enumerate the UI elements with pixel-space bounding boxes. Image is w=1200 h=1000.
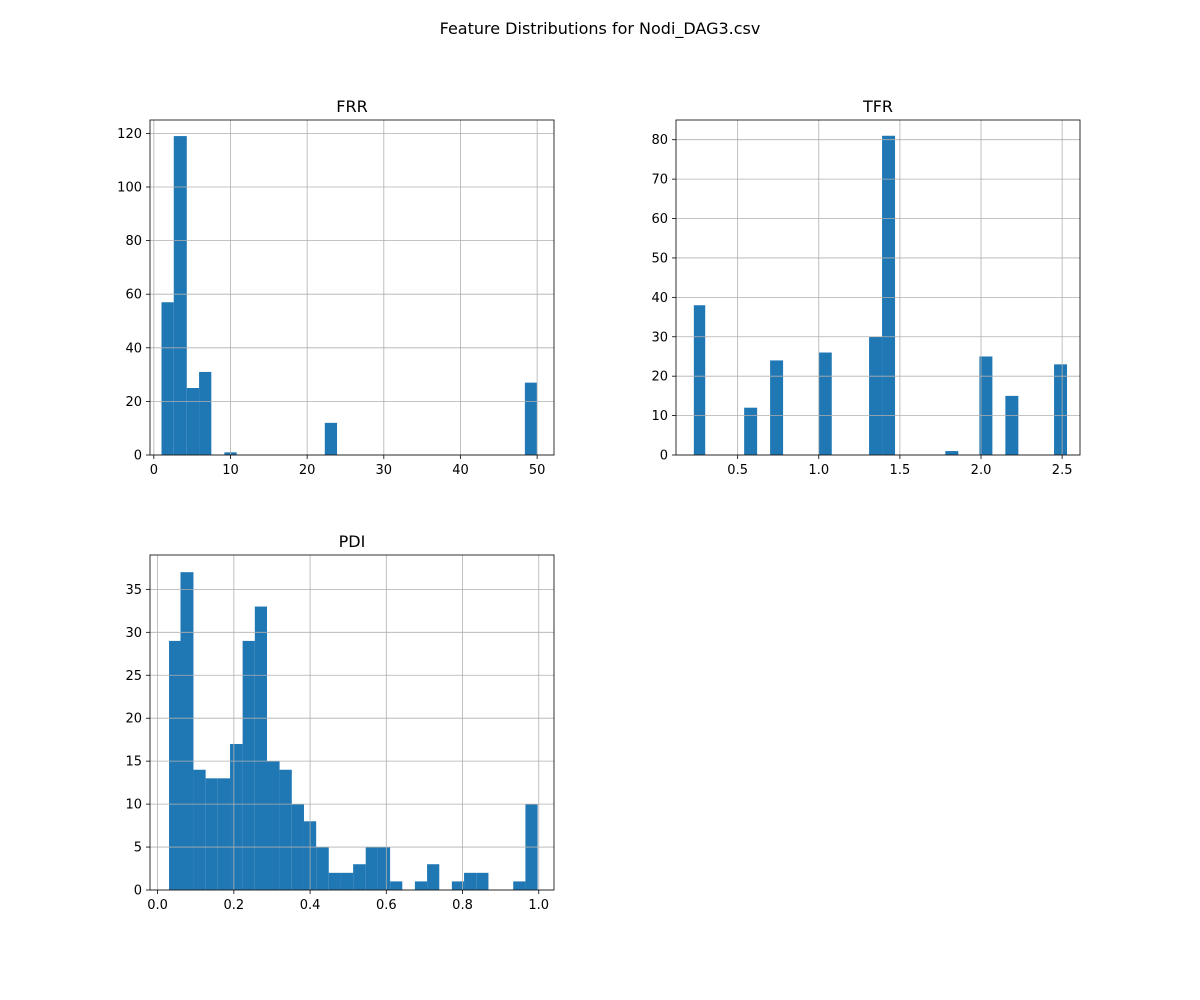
pdi-axes: 0.0 0.2 0.4 0.6 0.8 1.0 0 5 10 15 20 25 30 35 PDI xyxy=(125,532,555,913)
frr-frame xyxy=(149,119,555,456)
pdi-bar xyxy=(328,872,341,890)
pdi-y-tick-label: 20 xyxy=(125,712,142,727)
frr-y-tick-label: 120 xyxy=(117,127,142,142)
pdi-bar xyxy=(414,881,428,890)
tfr-bar xyxy=(882,135,896,455)
frr-bar xyxy=(199,371,212,455)
frr-bar xyxy=(161,302,174,455)
frr-bar xyxy=(324,422,338,455)
pdi-y-tick-label: 0 xyxy=(134,884,142,899)
pdi-bar xyxy=(365,847,378,890)
pdi-grid xyxy=(150,555,554,891)
frr-x-tick-label: 40 xyxy=(452,463,469,478)
frr-x-tick-label: 50 xyxy=(529,463,546,478)
pdi-bar xyxy=(180,572,194,890)
pdi-y-tick-label: 25 xyxy=(125,669,142,684)
pdi-bar xyxy=(316,847,329,890)
pdi-bar xyxy=(279,769,292,890)
tfr-axes: 0.5 1.0 1.5 2.0 2.5 0 10 20 30 40 50 60 70 80 TFR xyxy=(651,97,1081,478)
pdi-x-tick-label: 0.6 xyxy=(376,898,397,913)
pdi-x-tick-label: 0.2 xyxy=(224,898,245,913)
pdi-bar xyxy=(230,743,243,890)
frr-y-tick-label: 0 xyxy=(134,449,142,464)
pdi-bar xyxy=(242,640,255,890)
tfr-grid xyxy=(676,120,1080,456)
tfr-bar xyxy=(744,407,758,455)
tfr-y-tick-label: 10 xyxy=(651,409,668,424)
tfr-y-tick-label: 80 xyxy=(651,133,668,148)
pdi-title: PDI xyxy=(339,532,366,551)
pdi-bar xyxy=(340,872,354,890)
frr-y-tick-label: 100 xyxy=(117,181,142,196)
pdi-bar xyxy=(464,872,477,890)
frr-bar xyxy=(173,136,187,455)
frr-x-tick-label: 10 xyxy=(222,463,239,478)
pdi-bar xyxy=(193,769,206,890)
tfr-histogram: 0.5 1.0 1.5 2.0 2.5 0 10 20 30 40 50 60 70 80 TFR xyxy=(651,97,1081,478)
tfr-bar xyxy=(979,356,993,455)
tfr-y-tick-label: 50 xyxy=(651,251,668,266)
frr-y-tick-label: 20 xyxy=(125,395,142,410)
tfr-title: TFR xyxy=(862,97,893,116)
frr-x-tick-label: 30 xyxy=(376,463,393,478)
tfr-bar xyxy=(869,336,883,455)
pdi-y-tick-label: 10 xyxy=(125,798,142,813)
tfr-y-tick-label: 70 xyxy=(651,173,668,188)
tfr-bar xyxy=(770,360,784,455)
pdi-bar xyxy=(353,864,366,890)
frr-y-tick-label: 80 xyxy=(125,234,142,249)
pdi-bars xyxy=(169,572,538,890)
pdi-x-tick-label: 0.4 xyxy=(300,898,321,913)
tfr-y-tick-label: 60 xyxy=(651,212,668,227)
frr-bars xyxy=(161,136,538,455)
tfr-y-tick-label: 20 xyxy=(651,370,668,385)
tfr-y-tick-label: 0 xyxy=(660,449,668,464)
tfr-frame xyxy=(675,119,1081,456)
pdi-y-tick-label: 35 xyxy=(125,583,142,598)
frr-bar xyxy=(524,382,538,455)
pdi-bar xyxy=(267,761,280,890)
pdi-bar xyxy=(390,881,403,890)
pdi-bar xyxy=(254,606,268,890)
frr-y-tick-label: 40 xyxy=(125,341,142,356)
frr-title: FRR xyxy=(336,97,367,116)
pdi-y-tick-label: 5 xyxy=(134,841,142,856)
frr-histogram: 0 10 20 30 40 50 0 20 40 60 80 100 120 FRR xyxy=(117,97,555,478)
frr-x-tick-label: 0 xyxy=(150,463,158,478)
tfr-x-tick-label: 2.5 xyxy=(1052,463,1073,478)
pdi-y-tick-label: 15 xyxy=(125,755,142,770)
tfr-bar xyxy=(818,352,832,455)
pdi-bar xyxy=(513,881,526,890)
tfr-y-tick-label: 30 xyxy=(651,330,668,345)
pdi-frame xyxy=(149,554,555,891)
pdi-y-tick-label: 30 xyxy=(125,626,142,641)
pdi-bar xyxy=(377,847,391,890)
frr-x-tick-label: 20 xyxy=(299,463,316,478)
tfr-y-tick-label: 40 xyxy=(651,291,668,306)
tfr-x-tick-label: 0.5 xyxy=(727,463,748,478)
pdi-bar xyxy=(427,864,440,890)
tfr-x-tick-label: 1.5 xyxy=(890,463,911,478)
pdi-x-tick-label: 1.0 xyxy=(528,898,549,913)
pdi-bar xyxy=(169,640,181,890)
tfr-bar xyxy=(945,451,959,455)
tfr-bar xyxy=(693,305,706,455)
frr-y-tick-label: 60 xyxy=(125,288,142,303)
pdi-bar xyxy=(217,778,231,890)
pdi-bar xyxy=(205,778,218,890)
pdi-histogram: 0.0 0.2 0.4 0.6 0.8 1.0 0 5 10 15 20 25 30 35 PDI xyxy=(125,532,555,913)
pdi-bar xyxy=(476,872,489,890)
frr-bar xyxy=(186,388,200,455)
pdi-x-tick-label: 0.0 xyxy=(147,898,168,913)
figure-title: Feature Distributions for Nodi_DAG3.csv xyxy=(440,19,761,39)
pdi-x-tick-label: 0.8 xyxy=(452,898,473,913)
pdi-bar xyxy=(451,881,465,890)
tfr-x-tick-label: 2.0 xyxy=(971,463,992,478)
tfr-bar xyxy=(1054,364,1068,455)
tfr-bar xyxy=(1005,395,1019,455)
tfr-x-tick-label: 1.0 xyxy=(808,463,829,478)
frr-axes: 0 10 20 30 40 50 0 20 40 60 80 100 120 FRR xyxy=(117,97,555,478)
tfr-bars xyxy=(693,135,1068,455)
